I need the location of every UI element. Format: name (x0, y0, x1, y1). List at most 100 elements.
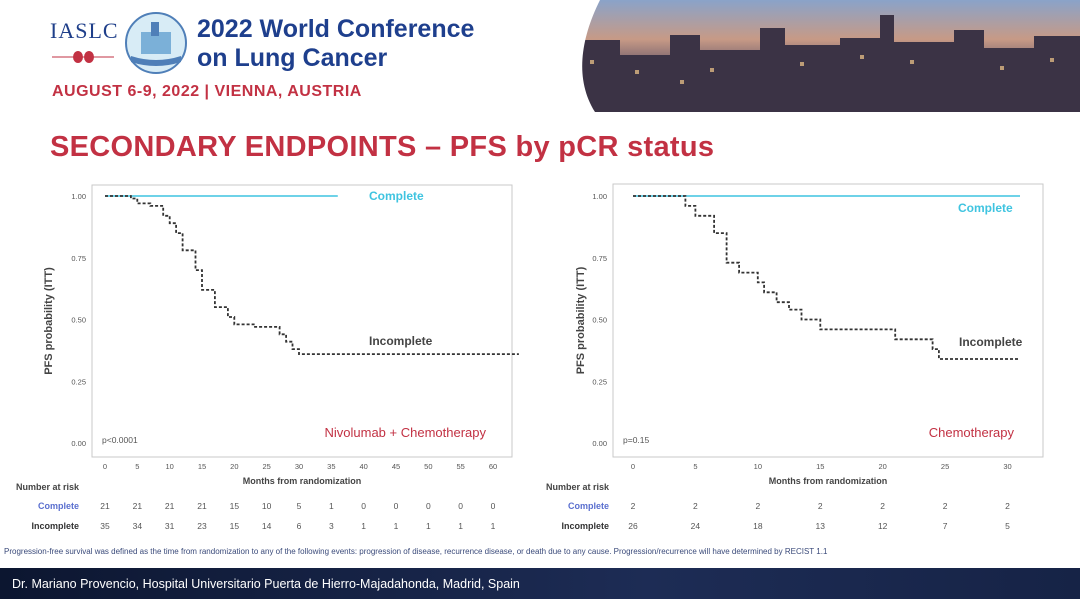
x-tick-label: 30 (295, 462, 303, 471)
risk-count-incomplete: 1 (491, 521, 496, 531)
risk-count-complete: 1 (329, 501, 334, 511)
risk-count-complete: 5 (297, 501, 302, 511)
y-tick-label: 0.00 (71, 439, 86, 448)
risk-count-complete: 21 (133, 501, 143, 511)
label-incomplete: Incomplete (369, 334, 433, 348)
risk-count-complete: 0 (491, 501, 496, 511)
x-tick-label: 45 (392, 462, 400, 471)
risk-count-complete: 0 (458, 501, 463, 511)
risk-row-label-complete: Complete (38, 501, 79, 511)
risk-row-label-complete: Complete (568, 501, 609, 511)
y-tick-label: 1.00 (71, 192, 86, 201)
risk-count-incomplete: 18 (753, 521, 763, 531)
plot-frame (91, 184, 513, 458)
x-tick-label: 25 (941, 462, 949, 471)
risk-count-complete: 21 (165, 501, 175, 511)
y-tick-label: 0.25 (592, 377, 607, 386)
y-axis-label: PFS probability (ITT) (43, 267, 55, 375)
header-city-photo (560, 0, 1080, 112)
risk-count-incomplete: 3 (329, 521, 334, 531)
conference-title: 2022 World Conference on Lung Cancer (197, 15, 474, 73)
x-tick-label: 40 (359, 462, 367, 471)
x-axis-label: Months from randomization (769, 476, 888, 486)
risk-count-incomplete: 6 (297, 521, 302, 531)
x-tick-label: 30 (1003, 462, 1011, 471)
x-tick-label: 20 (879, 462, 887, 471)
risk-count-incomplete: 24 (691, 521, 701, 531)
risk-row-label-incomplete: Incomplete (31, 521, 79, 531)
x-tick-label: 25 (262, 462, 270, 471)
risk-count-complete: 2 (943, 501, 948, 511)
risk-count-complete: 15 (230, 501, 240, 511)
x-tick-label: 0 (631, 462, 635, 471)
x-tick-label: 20 (230, 462, 238, 471)
risk-count-complete: 0 (426, 501, 431, 511)
conference-logo-icon (125, 12, 187, 74)
x-tick-label: 50 (424, 462, 432, 471)
risk-count-complete: 0 (394, 501, 399, 511)
risk-count-complete: 10 (262, 501, 272, 511)
iaslc-logo: IASLC (50, 10, 190, 80)
risk-count-incomplete: 13 (816, 521, 826, 531)
risk-count-incomplete: 15 (230, 521, 240, 531)
x-tick-label: 10 (165, 462, 173, 471)
risk-count-incomplete: 34 (133, 521, 143, 531)
x-tick-label: 5 (135, 462, 139, 471)
risk-count-complete: 2 (818, 501, 823, 511)
risk-count-incomplete: 1 (394, 521, 399, 531)
lungs-icon (52, 51, 114, 63)
y-tick-label: 0.75 (71, 254, 86, 263)
p-value: p=0.15 (623, 435, 650, 445)
x-tick-label: 35 (327, 462, 335, 471)
y-tick-label: 0.75 (592, 254, 607, 263)
y-tick-label: 0.25 (71, 377, 86, 386)
risk-count-complete: 2 (1005, 501, 1010, 511)
risk-count-incomplete: 23 (197, 521, 207, 531)
risk-count-complete: 21 (197, 501, 207, 511)
y-tick-label: 0.00 (592, 439, 607, 448)
label-complete: Complete (958, 201, 1013, 215)
x-tick-label: 5 (693, 462, 697, 471)
arm-label: Chemotherapy (929, 425, 1015, 440)
conference-dates: AUGUST 6-9, 2022 | VIENNA, AUSTRIA (52, 83, 362, 100)
org-name: IASLC (50, 18, 119, 43)
x-tick-label: 0 (103, 462, 107, 471)
x-tick-label: 55 (456, 462, 464, 471)
y-tick-label: 0.50 (592, 316, 607, 325)
x-tick-label: 10 (754, 462, 762, 471)
risk-count-complete: 2 (755, 501, 760, 511)
risk-table-header: Number at risk (16, 482, 80, 492)
risk-row-label-incomplete: Incomplete (561, 521, 609, 531)
risk-count-incomplete: 35 (100, 521, 110, 531)
risk-count-complete: 2 (631, 501, 636, 511)
plot-frame (612, 183, 1044, 458)
series-incomplete-line (105, 195, 519, 356)
x-tick-label: 60 (489, 462, 497, 471)
km-chart-nivolumab: 0.000.250.500.751.000 5 10 15 20 25 30 35 40 45 50… (16, 184, 519, 531)
x-tick-label: 15 (198, 462, 206, 471)
risk-count-complete: 21 (100, 501, 110, 511)
risk-count-incomplete: 1 (458, 521, 463, 531)
risk-count-incomplete: 1 (361, 521, 366, 531)
risk-count-incomplete: 7 (943, 521, 948, 531)
risk-count-incomplete: 12 (878, 521, 888, 531)
y-axis-label: PFS probability (ITT) (575, 266, 587, 374)
x-tick-label: 15 (816, 462, 824, 471)
p-value: p<0.0001 (102, 435, 138, 445)
risk-count-incomplete: 26 (628, 521, 638, 531)
label-incomplete: Incomplete (959, 335, 1023, 349)
risk-count-incomplete: 1 (426, 521, 431, 531)
risk-count-incomplete: 31 (165, 521, 175, 531)
conference-title-line2: on Lung Cancer (197, 44, 388, 72)
x-axis-label: Months from randomization (243, 476, 362, 486)
risk-count-incomplete: 5 (1005, 521, 1010, 531)
risk-count-complete: 0 (361, 501, 366, 511)
y-tick-label: 1.00 (592, 192, 607, 201)
conference-title-line1: 2022 World Conference (197, 15, 475, 43)
arm-label: Nivolumab + Chemotherapy (325, 425, 487, 440)
risk-count-complete: 2 (880, 501, 885, 511)
presenter-credit: Dr. Mariano Provencio, Hospital Universi… (12, 577, 520, 591)
risk-count-incomplete: 14 (262, 521, 272, 531)
footer-bar: Dr. Mariano Provencio, Hospital Universi… (0, 568, 1080, 599)
